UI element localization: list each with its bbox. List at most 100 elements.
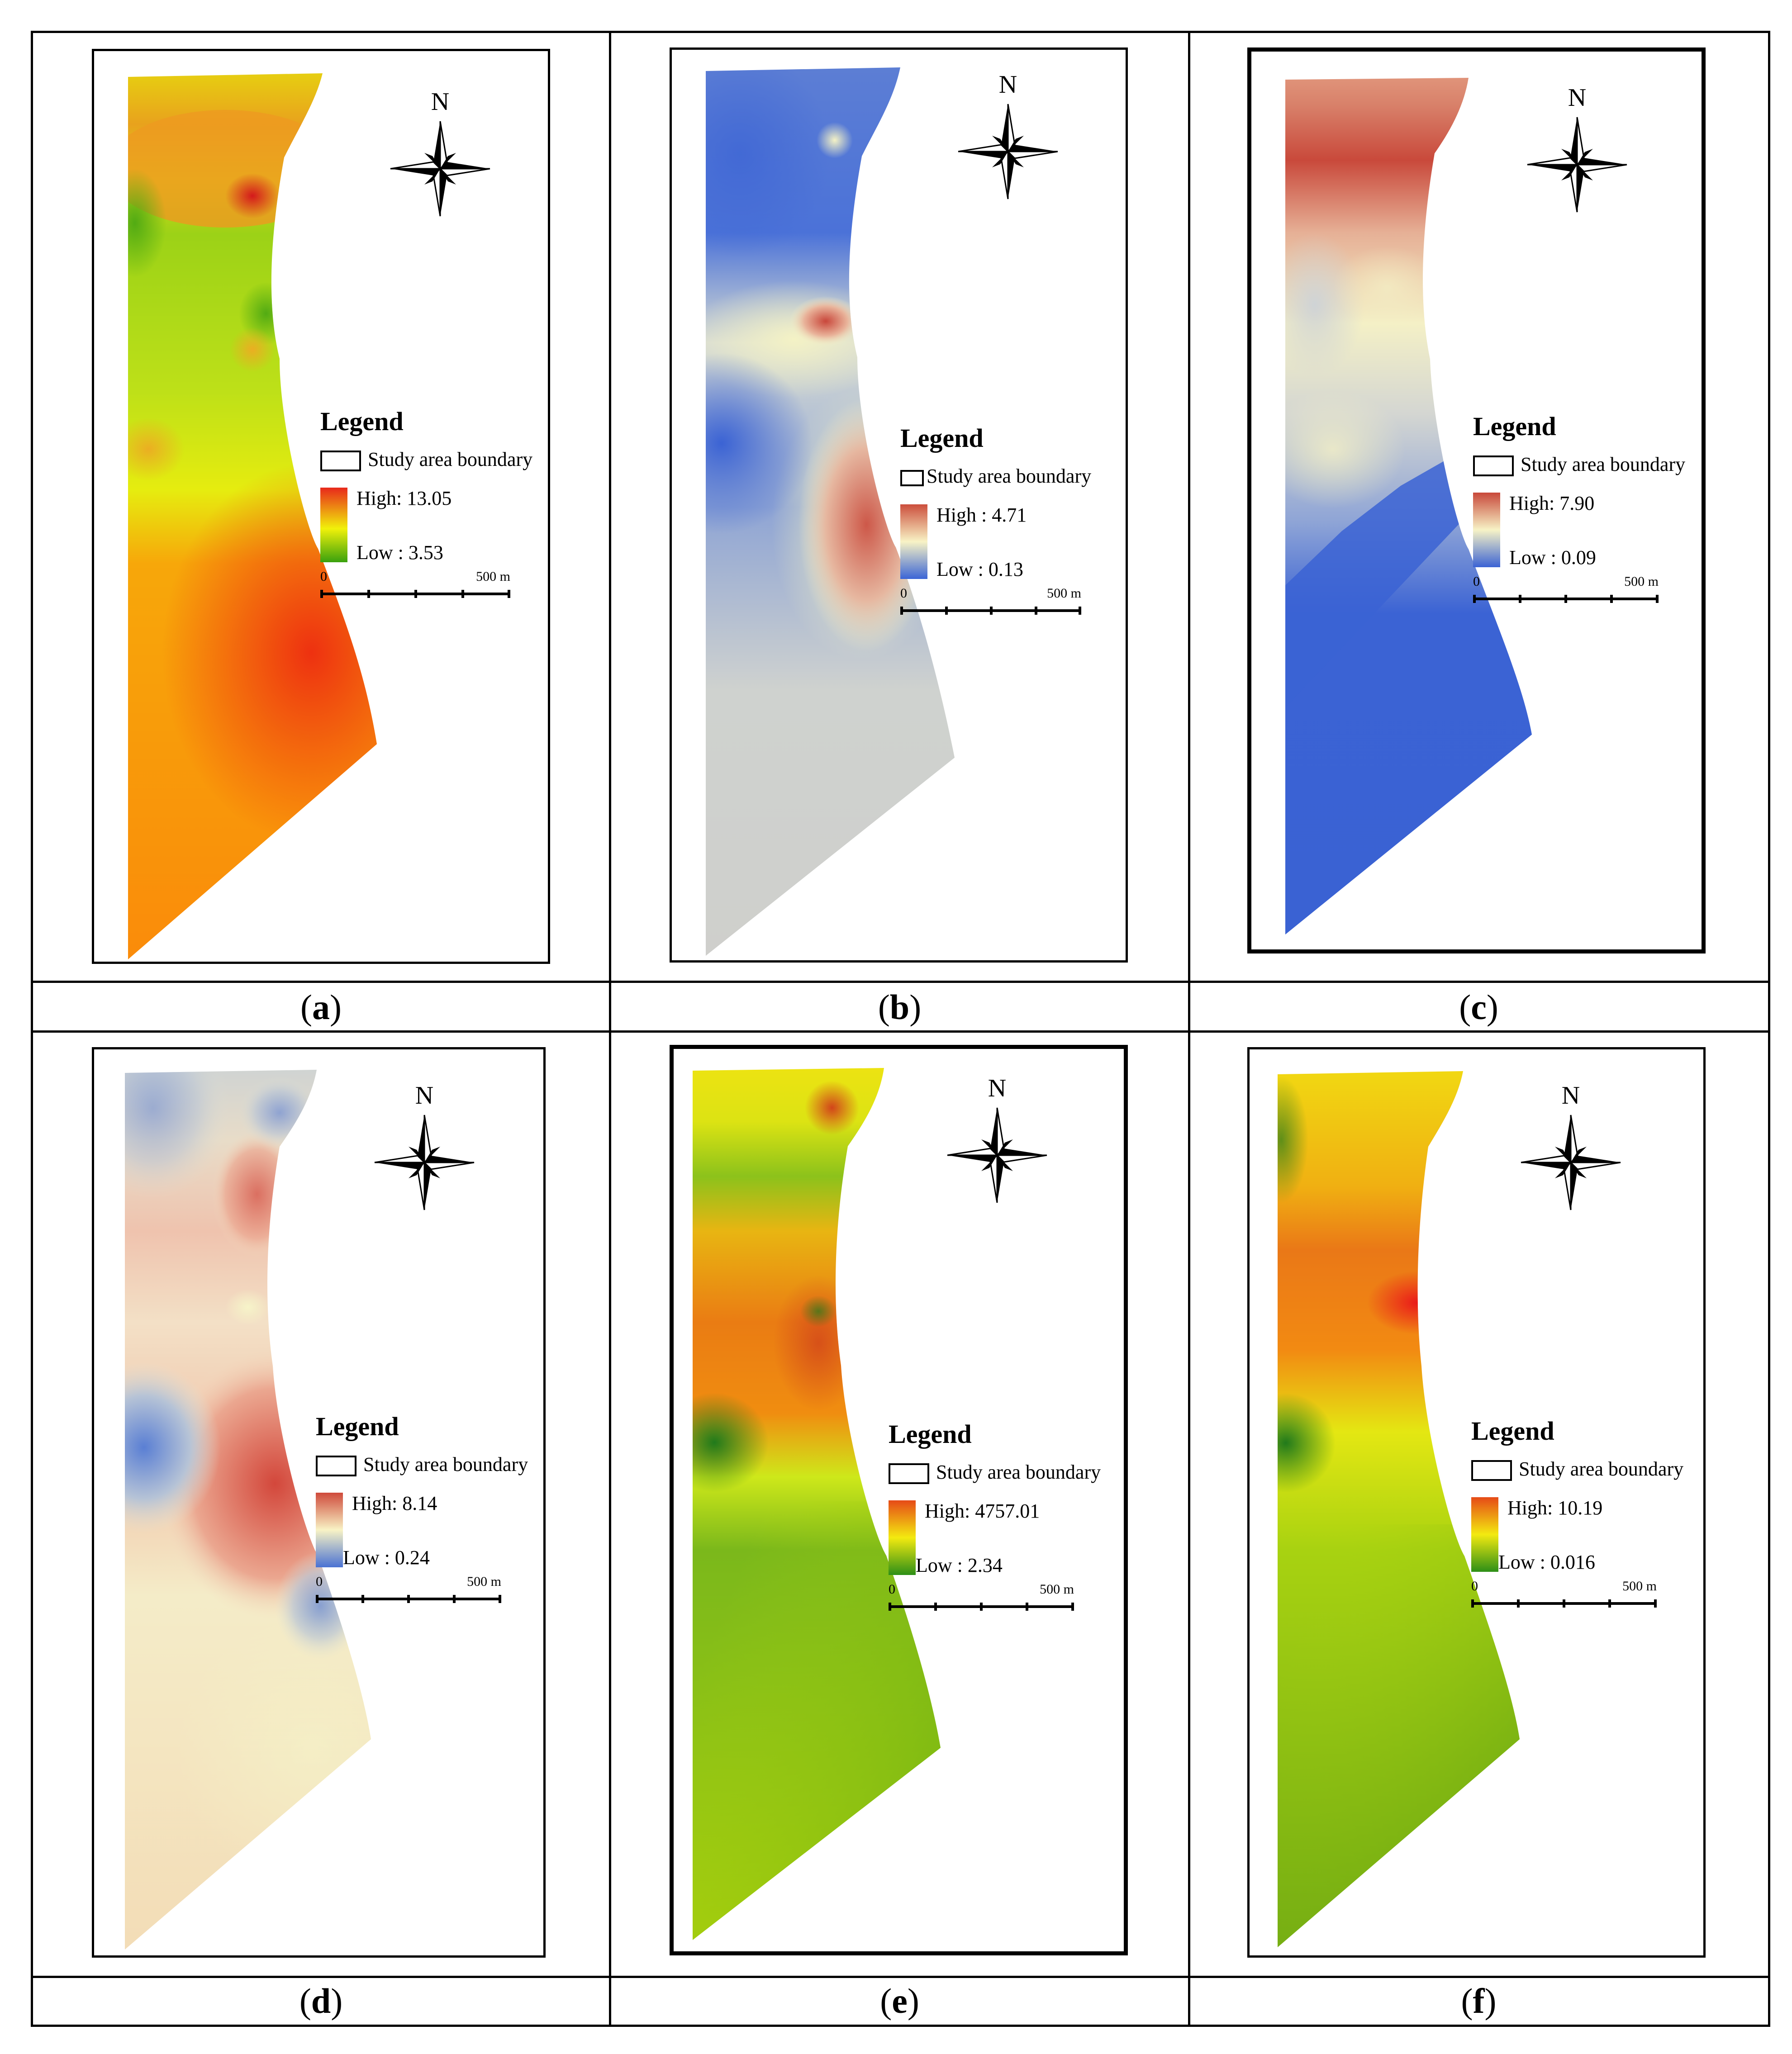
scale-tick [1035, 607, 1037, 615]
scale-tick [934, 1603, 937, 1611]
scale-bar-f: 0 500 m [1471, 1579, 1657, 1615]
color-ramp-b [900, 504, 927, 579]
caption-c: (c) [1459, 987, 1498, 1027]
north-arrow-d: N [372, 1081, 476, 1217]
scale-end: 500 m [1040, 1582, 1074, 1597]
scale-tick [316, 1595, 318, 1603]
grid-col1-divider [609, 31, 611, 2027]
high-label: High: 7.90 [1509, 492, 1595, 514]
legend-f: Legend Study area boundary High: 10.19 L… [1471, 1416, 1703, 1633]
high-label: High: 8.14 [352, 1492, 437, 1514]
caption-letter-d: d [311, 1981, 331, 2021]
legend-a: Legend Study area boundary High: 13.05 L… [320, 406, 548, 623]
map-panel-f: N Legend Study area boundary High: 10.19… [1247, 1047, 1706, 1958]
scale-bar-e: 0 500 m [889, 1582, 1074, 1618]
boundary-label: Study area boundary [368, 448, 533, 470]
boundary-swatch [900, 470, 924, 486]
scale-tick [1519, 595, 1521, 603]
map-panel-d: N Legend Study area boundary High: 8.14 … [92, 1047, 546, 1958]
scale-tick [414, 590, 417, 598]
grid-right-border [1768, 31, 1770, 2027]
compass-rose-icon [374, 1115, 475, 1210]
north-label-d: N [415, 1082, 434, 1110]
scale-start: 0 [889, 1582, 895, 1597]
legend-title: Legend [1473, 412, 1556, 441]
compass-rose-icon [958, 104, 1058, 199]
legend-d: Legend Study area boundary High: 8.14 Lo… [316, 1411, 543, 1628]
heatmap-c [1285, 78, 1532, 934]
low-label: Low : 0.24 [343, 1546, 430, 1569]
color-ramp-d [316, 1493, 343, 1567]
compass-rose-icon [390, 121, 490, 217]
caption-a: (a) [300, 987, 342, 1027]
scale-tick [320, 590, 323, 598]
north-label-c: N [1568, 84, 1587, 112]
boundary-swatch [316, 1456, 356, 1476]
caption-letter-c: c [1471, 987, 1487, 1027]
legend-b: Legend Study area boundary High : 4.71 L… [900, 423, 1126, 640]
grid-caption1-bottom [31, 1030, 1770, 1033]
color-ramp-e [889, 1500, 916, 1575]
scale-tick [1079, 607, 1081, 615]
boundary-swatch [1473, 455, 1514, 476]
scale-tick [1654, 1599, 1657, 1608]
boundary-label: Study area boundary [363, 1453, 528, 1475]
low-label: Low : 0.016 [1498, 1551, 1595, 1573]
low-label: Low : 0.09 [1509, 546, 1596, 569]
legend-title: Legend [889, 1419, 972, 1449]
boundary-swatch [320, 451, 361, 471]
grid-row1-bottom [31, 981, 1770, 983]
map-panel-b: N Legend Study area boundary High : 4.71… [670, 47, 1128, 963]
north-label-a: N [431, 88, 450, 116]
scale-tick [361, 1595, 364, 1603]
map-panel-a: N Legend Study area boundary High: 13.05… [92, 49, 550, 964]
scale-tick [508, 590, 510, 598]
scale-start: 0 [1473, 574, 1480, 589]
scale-start: 0 [900, 586, 907, 601]
scale-start: 0 [316, 1574, 323, 1589]
low-label: Low : 2.34 [916, 1554, 1003, 1576]
grid-bottom-border [31, 2025, 1770, 2027]
compass-rose-icon [1521, 1115, 1621, 1210]
scale-tick [407, 1595, 410, 1603]
scale-end: 500 m [467, 1574, 501, 1589]
scale-tick [453, 1595, 456, 1603]
compass-rose-icon [1527, 117, 1627, 213]
north-arrow-a: N [388, 87, 492, 223]
scale-end: 500 m [1047, 586, 1081, 601]
scale-end: 500 m [1624, 574, 1659, 589]
scale-bar-b: 0 500 m [900, 586, 1081, 622]
scale-tick [1563, 1599, 1565, 1608]
boundary-label: Study area boundary [936, 1461, 1101, 1483]
boundary-label: Study area boundary [1521, 453, 1686, 475]
scale-tick [945, 607, 948, 615]
scale-tick [900, 607, 903, 615]
grid-row2-bottom [31, 1976, 1770, 1978]
low-label: Low : 0.13 [936, 558, 1023, 580]
color-ramp-c [1473, 493, 1500, 567]
north-arrow-f: N [1519, 1081, 1623, 1217]
caption-e: (e) [880, 1981, 919, 2021]
caption-f: (f) [1461, 1981, 1497, 2021]
scale-start: 0 [1471, 1579, 1478, 1594]
scale-bar-d: 0 500 m [316, 1574, 501, 1610]
scale-tick [1071, 1603, 1074, 1611]
north-label-e: N [988, 1074, 1007, 1102]
grid-col2-divider [1188, 31, 1190, 2027]
scale-tick [367, 590, 370, 598]
high-label: High: 13.05 [356, 487, 452, 509]
grid-top-border [31, 31, 1770, 33]
caption-d: (d) [299, 1981, 343, 2021]
legend-c: Legend Study area boundary High: 7.90 Lo… [1473, 411, 1702, 628]
north-arrow-e: N [945, 1074, 1049, 1210]
low-label: Low : 3.53 [356, 541, 443, 564]
caption-letter-b: b [889, 987, 910, 1027]
north-arrow-b: N [956, 70, 1060, 206]
scale-tick [1610, 595, 1613, 603]
legend-title: Legend [320, 407, 404, 436]
scale-tick [1026, 1603, 1028, 1611]
compass-rose-icon [947, 1107, 1047, 1203]
legend-title: Legend [316, 1412, 399, 1441]
scale-tick [1473, 595, 1476, 603]
grid-left-border [31, 31, 33, 2027]
